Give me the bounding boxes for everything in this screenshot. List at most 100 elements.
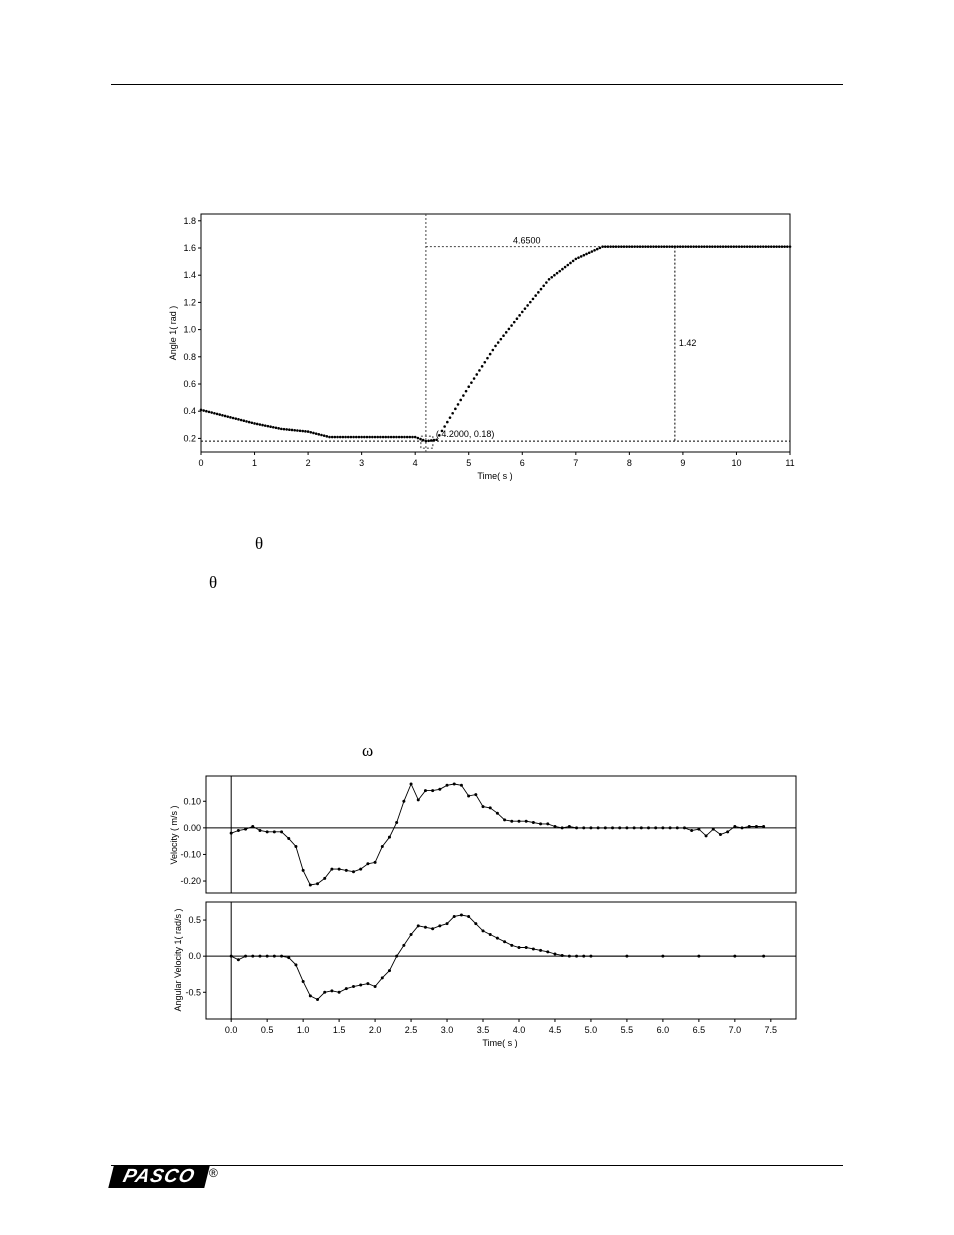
angle-data-point [416, 436, 420, 440]
angle-data-point [483, 360, 487, 364]
velocity-data-point [754, 825, 758, 829]
angle-data-point [745, 245, 749, 248]
angle-data-point [668, 245, 671, 248]
angular-velocity-data-point [524, 946, 528, 949]
angle-data-point [670, 245, 674, 248]
angular-velocity-data-point [488, 933, 492, 936]
angle-data-point [242, 419, 246, 423]
angular-velocity-data-point [445, 922, 449, 926]
angle-data-point [729, 245, 733, 248]
angle-data-point [397, 435, 401, 439]
velocity-y-axis-label: Velocity ( m/s ) [169, 805, 179, 864]
angle-data-point [740, 245, 744, 248]
angular-velocity-x-tick-label: 6.0 [657, 1025, 670, 1035]
angle-x-tick-label: 1 [252, 458, 257, 468]
angular-velocity-data-point [553, 952, 557, 956]
angle-data-point [617, 245, 620, 248]
angle-data-point [296, 429, 299, 432]
velocity-data-point [596, 826, 600, 830]
angular-velocity-data-point [366, 982, 370, 986]
angle-data-point [502, 334, 505, 338]
angle-plot-frame [200, 213, 791, 453]
angle-delta-time-label: 4.6500 [513, 236, 541, 246]
angle-data-point [737, 245, 741, 248]
angle-data-point [545, 281, 548, 284]
angle-x-tick-label: 0 [198, 458, 203, 468]
velocity-data-point [474, 793, 478, 797]
angle-data-point [515, 317, 519, 321]
angle-data-point [403, 435, 406, 439]
angle-data-point [470, 381, 473, 384]
velocity-data-point [747, 825, 751, 829]
header-rule [111, 84, 843, 85]
angular-velocity-data-point [294, 963, 298, 967]
angular-velocity-data-point [395, 954, 399, 958]
angle-data-point [451, 411, 454, 415]
angle-data-point [523, 307, 527, 310]
angle-y-axis-label: Angle 1( rad ) [168, 306, 178, 361]
angle-x-ticks: 0 1 2 3 4 5 6 7 8 9 10 11 [198, 452, 795, 468]
angle-data-point [769, 245, 773, 248]
angle-delta-angle-label: 1.42 [679, 338, 697, 348]
angle-data-point [684, 245, 687, 248]
angular-velocity-data-point [330, 989, 334, 993]
velocity-axes: -0.20 -0.10 0.00 0.10 [180, 776, 796, 893]
angle-data-point [395, 435, 398, 439]
angular-velocity-data-point [495, 936, 499, 940]
angle-data-point [199, 408, 203, 412]
velocity-data-point [380, 844, 384, 848]
angle-data-point [697, 245, 701, 248]
angular-velocity-data-point [697, 954, 701, 958]
velocity-data-point [244, 827, 248, 831]
angle-data-point [427, 439, 430, 443]
velocity-data-point [575, 826, 579, 830]
velocity-y-tick-label: 0.10 [183, 796, 201, 806]
angular-velocity-x-tick-label: 3.0 [441, 1025, 454, 1035]
angle-data-point [719, 245, 722, 248]
angle-data-point [531, 297, 535, 301]
angle-data-point [587, 251, 591, 255]
angle-data-point [368, 435, 371, 439]
velocity-data-point [265, 830, 269, 834]
angle-data-point [724, 245, 728, 248]
angle-data-point [638, 245, 642, 248]
velocity-data-point [272, 830, 276, 834]
angle-data-point [290, 428, 294, 432]
angular-velocity-data-point [409, 933, 413, 936]
angle-data-point [692, 245, 695, 248]
angular-velocity-x-tick-label: 0.5 [261, 1025, 274, 1035]
angle-data-point [255, 422, 259, 426]
angle-data-point [371, 435, 374, 439]
angle-data-point [547, 277, 551, 281]
velocity-data-point [567, 825, 571, 829]
angle-data-point [429, 439, 433, 442]
angle-annotations: 4.6500 1.42 ( 4.2000, 0.18) [420, 236, 697, 449]
angle-data-point [571, 259, 575, 263]
angle-data-point [269, 425, 272, 429]
angle-y-tick-label: 0.4 [183, 406, 196, 416]
velocity-data-point [718, 833, 722, 836]
angle-data-point [756, 245, 760, 248]
angular-velocity-data-point [467, 914, 471, 918]
angle-data-point [735, 245, 738, 248]
velocity-data-point [603, 826, 607, 830]
angle-data-point [384, 435, 388, 439]
angle-data-point [577, 256, 580, 259]
angle-data-point [221, 413, 224, 417]
angle-data-point [542, 284, 545, 288]
angle-data-point [218, 413, 222, 416]
angle-data-point [306, 430, 310, 433]
angle-data-point [341, 435, 345, 439]
angular-velocity-x-tick-label: 1.5 [333, 1025, 346, 1035]
velocity-data-point [503, 818, 507, 822]
angle-data-point [636, 245, 639, 248]
angle-data-point [231, 416, 235, 420]
angle-data-point [520, 310, 524, 314]
angle-data-point [662, 245, 666, 248]
pasco-logo: PASCO [108, 1166, 210, 1188]
angle-data-point [705, 245, 709, 248]
angle-data-point [665, 245, 669, 248]
velocity-data-point [236, 829, 240, 833]
velocity-data-point [445, 783, 449, 787]
angular-velocity-x-tick-label: 2.0 [369, 1025, 382, 1035]
